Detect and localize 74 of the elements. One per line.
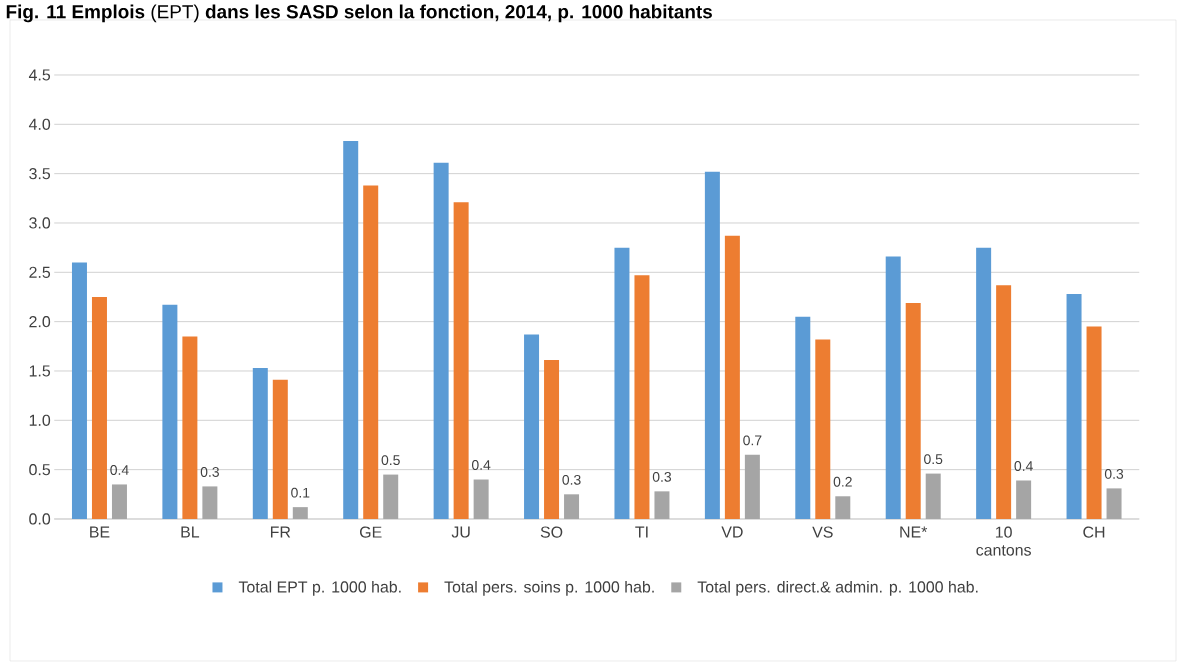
bar	[433, 162, 449, 519]
bar	[182, 336, 198, 519]
bar	[453, 202, 469, 519]
y-tick-label: 4.0	[28, 118, 51, 130]
bar	[383, 474, 399, 519]
bar	[925, 473, 941, 519]
bar	[724, 235, 740, 519]
legend-label: Total pers. direct.& admin. p. 1000 hab.	[697, 580, 978, 596]
x-tick-label: JU	[451, 526, 470, 538]
data-label: 0.5	[381, 455, 400, 466]
bar	[524, 334, 540, 519]
bar	[564, 494, 580, 519]
bar	[996, 285, 1012, 519]
bar	[1016, 480, 1032, 519]
bar	[614, 247, 630, 519]
data-label: 0.3	[652, 471, 672, 482]
bar	[1066, 294, 1082, 519]
bar	[634, 275, 650, 519]
data-label: 0.4	[110, 465, 129, 475]
x-tick-label: GE	[360, 526, 382, 538]
data-label: 0.2	[833, 476, 852, 487]
x-tick-label: BE	[90, 526, 110, 538]
bar	[544, 360, 560, 519]
x-tick-label: FR	[270, 526, 291, 538]
bar	[292, 507, 308, 519]
chart-title: Fig. 11 Emplois (EPT) dans les SASD selon la fonction, 2014, p. 1000 habitants	[6, 4, 712, 23]
data-label: 0.4	[471, 460, 491, 470]
bar	[1086, 326, 1102, 519]
bar	[1106, 488, 1122, 519]
legend-label: Total pers. soins p. 1000 hab.	[444, 580, 654, 596]
bar	[744, 454, 760, 519]
bar	[202, 486, 218, 519]
data-label: 0.4	[1014, 461, 1033, 471]
y-tick-label: 2.0	[29, 316, 51, 328]
bar	[363, 185, 379, 519]
bar	[835, 496, 851, 519]
x-tick-label: VS	[812, 526, 833, 538]
x-tick-label: BL	[181, 526, 200, 538]
x-tick-label: TI	[635, 526, 648, 538]
bar	[162, 304, 178, 519]
x-tick-label: SO	[540, 526, 563, 538]
bar	[815, 339, 831, 519]
x-tick-label: VD	[721, 526, 743, 538]
data-label: 0.7	[743, 435, 762, 446]
bar	[885, 256, 901, 519]
bar	[111, 484, 127, 519]
bar	[91, 296, 107, 519]
bar	[704, 171, 720, 519]
bar	[654, 491, 670, 519]
data-label: 0.3	[562, 474, 581, 485]
data-label: 0.5	[924, 454, 943, 465]
bar	[795, 316, 811, 519]
x-tick-label: CH	[1083, 526, 1105, 538]
x-tick-label: NE*	[900, 526, 928, 538]
bar	[252, 368, 268, 519]
x-tick-label: 10 cantons	[976, 526, 1031, 556]
bar	[272, 379, 288, 519]
data-label: 0.3	[1104, 468, 1124, 479]
bar	[71, 262, 87, 519]
legend-label: Total EPT p. 1000 hab.	[238, 580, 401, 596]
data-label: 0.1	[291, 487, 310, 498]
bar	[343, 141, 359, 519]
bar	[473, 479, 489, 519]
y-tick-label: 4.5	[28, 69, 51, 81]
y-tick-label: 1.0	[29, 414, 51, 426]
y-tick-label: 2.5	[29, 266, 51, 278]
y-tick-label: 0.5	[29, 464, 51, 476]
y-tick-label: 3.0	[29, 217, 51, 229]
bar	[976, 247, 992, 519]
y-tick-label: 0.0	[29, 513, 51, 525]
y-tick-label: 3.5	[29, 168, 51, 180]
bar	[905, 302, 921, 519]
y-tick-label: 1.5	[29, 365, 51, 377]
data-label: 0.3	[200, 467, 219, 477]
